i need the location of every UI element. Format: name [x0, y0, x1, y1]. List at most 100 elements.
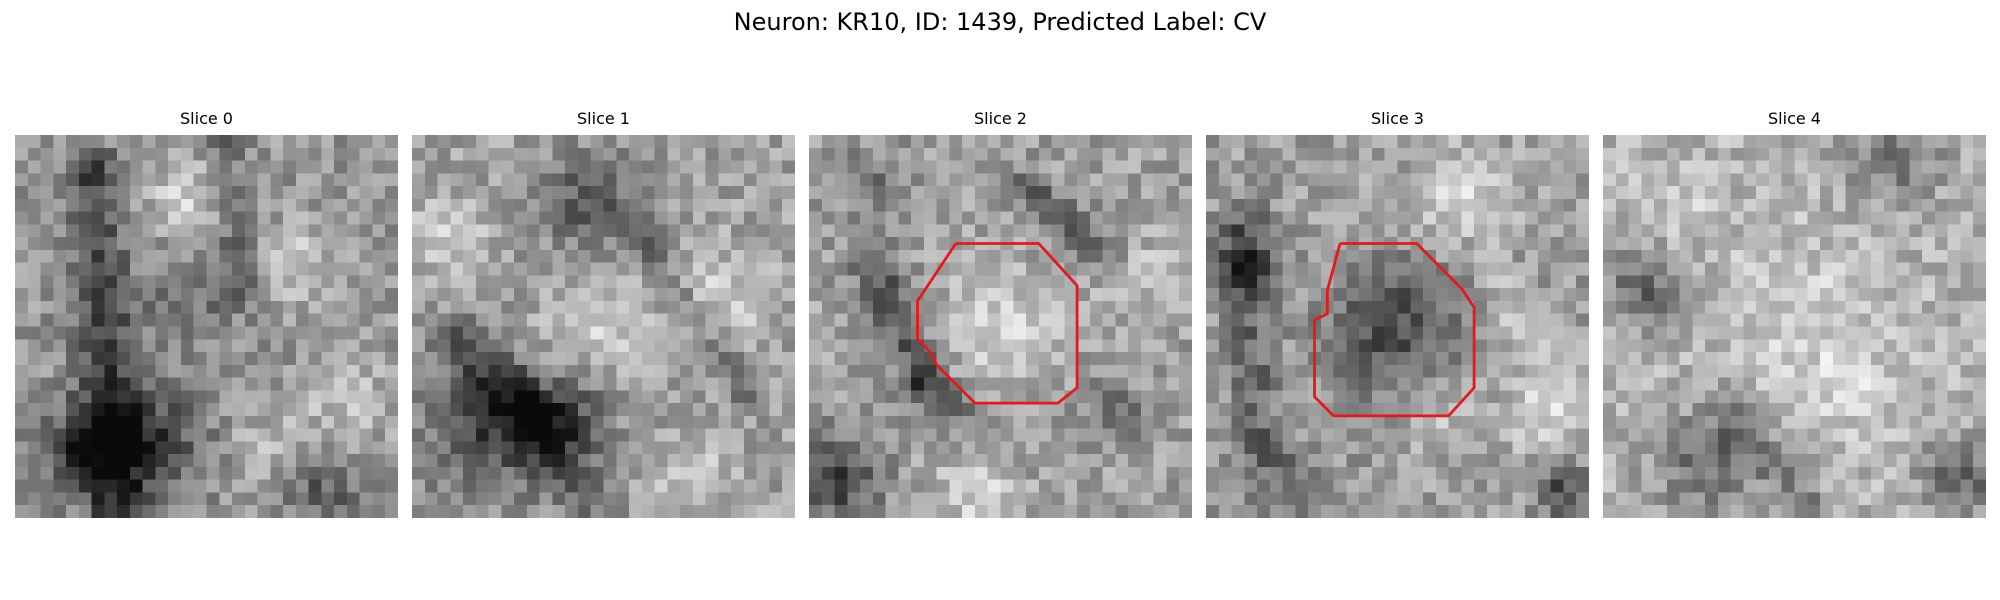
pixel: [514, 479, 528, 493]
pixel: [1013, 492, 1027, 506]
pixel: [860, 428, 874, 442]
pixel: [860, 288, 874, 302]
pixel: [872, 224, 886, 238]
pixel: [1692, 492, 1706, 506]
pixel: [974, 403, 988, 417]
pixel: [1051, 275, 1065, 289]
pixel: [155, 173, 169, 187]
pixel: [117, 288, 131, 302]
pixel: [117, 313, 131, 327]
pixel: [1934, 415, 1948, 429]
pixel: [1922, 377, 1936, 391]
pixel: [501, 249, 515, 263]
pixel: [1603, 160, 1617, 174]
pixel: [1717, 275, 1731, 289]
pixel: [1858, 237, 1872, 251]
pixel: [1871, 224, 1885, 238]
pixel: [1871, 492, 1885, 506]
pixel: [1013, 454, 1027, 468]
pixel: [731, 198, 745, 212]
pixel: [949, 300, 963, 314]
pixel: [1603, 135, 1617, 149]
pixel: [1397, 377, 1411, 391]
pixel: [346, 377, 360, 391]
pixel: [667, 262, 681, 276]
pixel: [1922, 415, 1936, 429]
pixel: [577, 224, 591, 238]
pixel: [1845, 300, 1859, 314]
pixel: [424, 135, 438, 149]
pixel: [1423, 211, 1437, 225]
pixel: [1423, 415, 1437, 429]
pixel: [372, 441, 386, 455]
pixel: [450, 300, 464, 314]
pixel: [1896, 326, 1910, 340]
pixel: [1410, 211, 1424, 225]
pixel: [629, 352, 643, 366]
pixel: [1461, 479, 1475, 493]
pixel: [629, 313, 643, 327]
pixel: [1089, 147, 1103, 161]
pixel: [1960, 173, 1974, 187]
pixel: [872, 147, 886, 161]
pixel: [372, 147, 386, 161]
pixel: [91, 377, 105, 391]
pixel: [1423, 135, 1437, 149]
pixel: [450, 415, 464, 429]
pixel: [219, 505, 233, 518]
pixel: [359, 300, 373, 314]
pixel: [15, 237, 29, 251]
pixel: [91, 224, 105, 238]
pixel: [463, 275, 477, 289]
pixel: [1346, 249, 1360, 263]
pixel: [1922, 364, 1936, 378]
pixel: [257, 160, 271, 174]
pixel: [590, 224, 604, 238]
pixel: [1282, 313, 1296, 327]
pixel: [412, 326, 426, 340]
pixel: [1115, 428, 1129, 442]
pixel: [1486, 224, 1500, 238]
pixel: [743, 364, 757, 378]
pixel: [1218, 479, 1232, 493]
pixel: [27, 364, 41, 378]
pixel: [1179, 147, 1192, 161]
pixel: [1692, 211, 1706, 225]
pixel: [334, 160, 348, 174]
pixel: [1947, 339, 1961, 353]
pixel: [1128, 466, 1142, 480]
pixel: [705, 415, 719, 429]
pixel: [705, 479, 719, 493]
pixel: [1000, 492, 1014, 506]
pixel: [1206, 505, 1220, 518]
pixel: [424, 454, 438, 468]
pixel: [346, 135, 360, 149]
pixel: [1257, 211, 1271, 225]
pixel: [385, 237, 398, 251]
pixel: [809, 492, 823, 506]
pixel: [1359, 339, 1373, 353]
pixel: [526, 249, 540, 263]
pixel: [1768, 505, 1782, 518]
pixel: [488, 275, 502, 289]
pixel: [1089, 364, 1103, 378]
pixel: [1346, 288, 1360, 302]
pixel: [539, 479, 553, 493]
pixel: [603, 352, 617, 366]
pixel: [974, 505, 988, 518]
pixel: [1102, 300, 1116, 314]
pixel: [987, 147, 1001, 161]
pixel: [514, 377, 528, 391]
pixel: [104, 147, 118, 161]
pixel: [1474, 415, 1488, 429]
pixel: [308, 415, 322, 429]
pixel: [206, 441, 220, 455]
pixel: [629, 300, 643, 314]
pixel: [962, 300, 976, 314]
pixel: [526, 173, 540, 187]
pixel: [590, 326, 604, 340]
pixel: [1115, 505, 1129, 518]
pixel: [526, 390, 540, 404]
pixel: [514, 262, 528, 276]
pixel: [1423, 186, 1437, 200]
